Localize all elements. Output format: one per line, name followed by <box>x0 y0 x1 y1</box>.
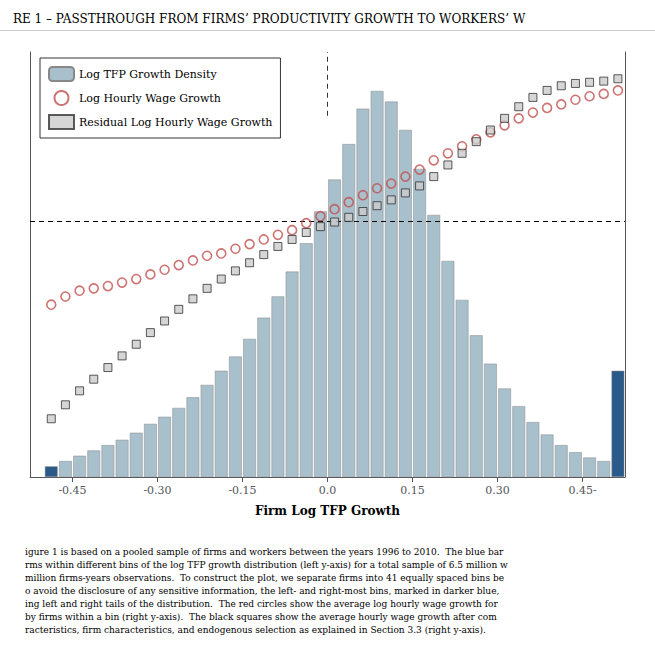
svg-text:by firms within a bin (right y: by firms within a bin (right y-axis). Th… <box>25 612 497 622</box>
svg-text:-0.30: -0.30 <box>143 484 171 497</box>
svg-text:-0.45: -0.45 <box>58 484 86 497</box>
svg-text:0.30: 0.30 <box>485 484 510 497</box>
svg-text:Log TFP Growth Density: Log TFP Growth Density <box>79 68 217 81</box>
svg-text:Log Hourly Wage Growth: Log Hourly Wage Growth <box>79 92 221 105</box>
svg-text:RE 1 – PASSTHROUGH FROM FIRMS’: RE 1 – PASSTHROUGH FROM FIRMS’ PRODUCTIV… <box>13 12 526 26</box>
svg-text:igure 1 is based on a pooled s: igure 1 is based on a pooled sample of f… <box>25 547 504 557</box>
svg-text:ing left and right tails of th: ing left and right tails of the distribu… <box>25 599 499 609</box>
svg-text:Firm Log TFP Growth: Firm Log TFP Growth <box>255 504 400 518</box>
svg-text:racteristics, firm characteris: racteristics, firm characteristics, and … <box>25 625 486 635</box>
svg-text:Residual Log Hourly Wage Growt: Residual Log Hourly Wage Growth <box>79 116 272 129</box>
svg-text:0.15: 0.15 <box>400 484 425 497</box>
svg-text:million firms-years observatio: million firms-years observations. To con… <box>25 573 504 583</box>
svg-text:0.0: 0.0 <box>319 484 337 497</box>
svg-text:0.45-: 0.45- <box>568 484 596 497</box>
svg-text:rms within different bins of t: rms within different bins of the log TFP… <box>25 560 508 570</box>
svg-text:o avoid the disclosure of any: o avoid the disclosure of any sensitive … <box>25 586 499 596</box>
svg-text:-0.15: -0.15 <box>228 484 256 497</box>
